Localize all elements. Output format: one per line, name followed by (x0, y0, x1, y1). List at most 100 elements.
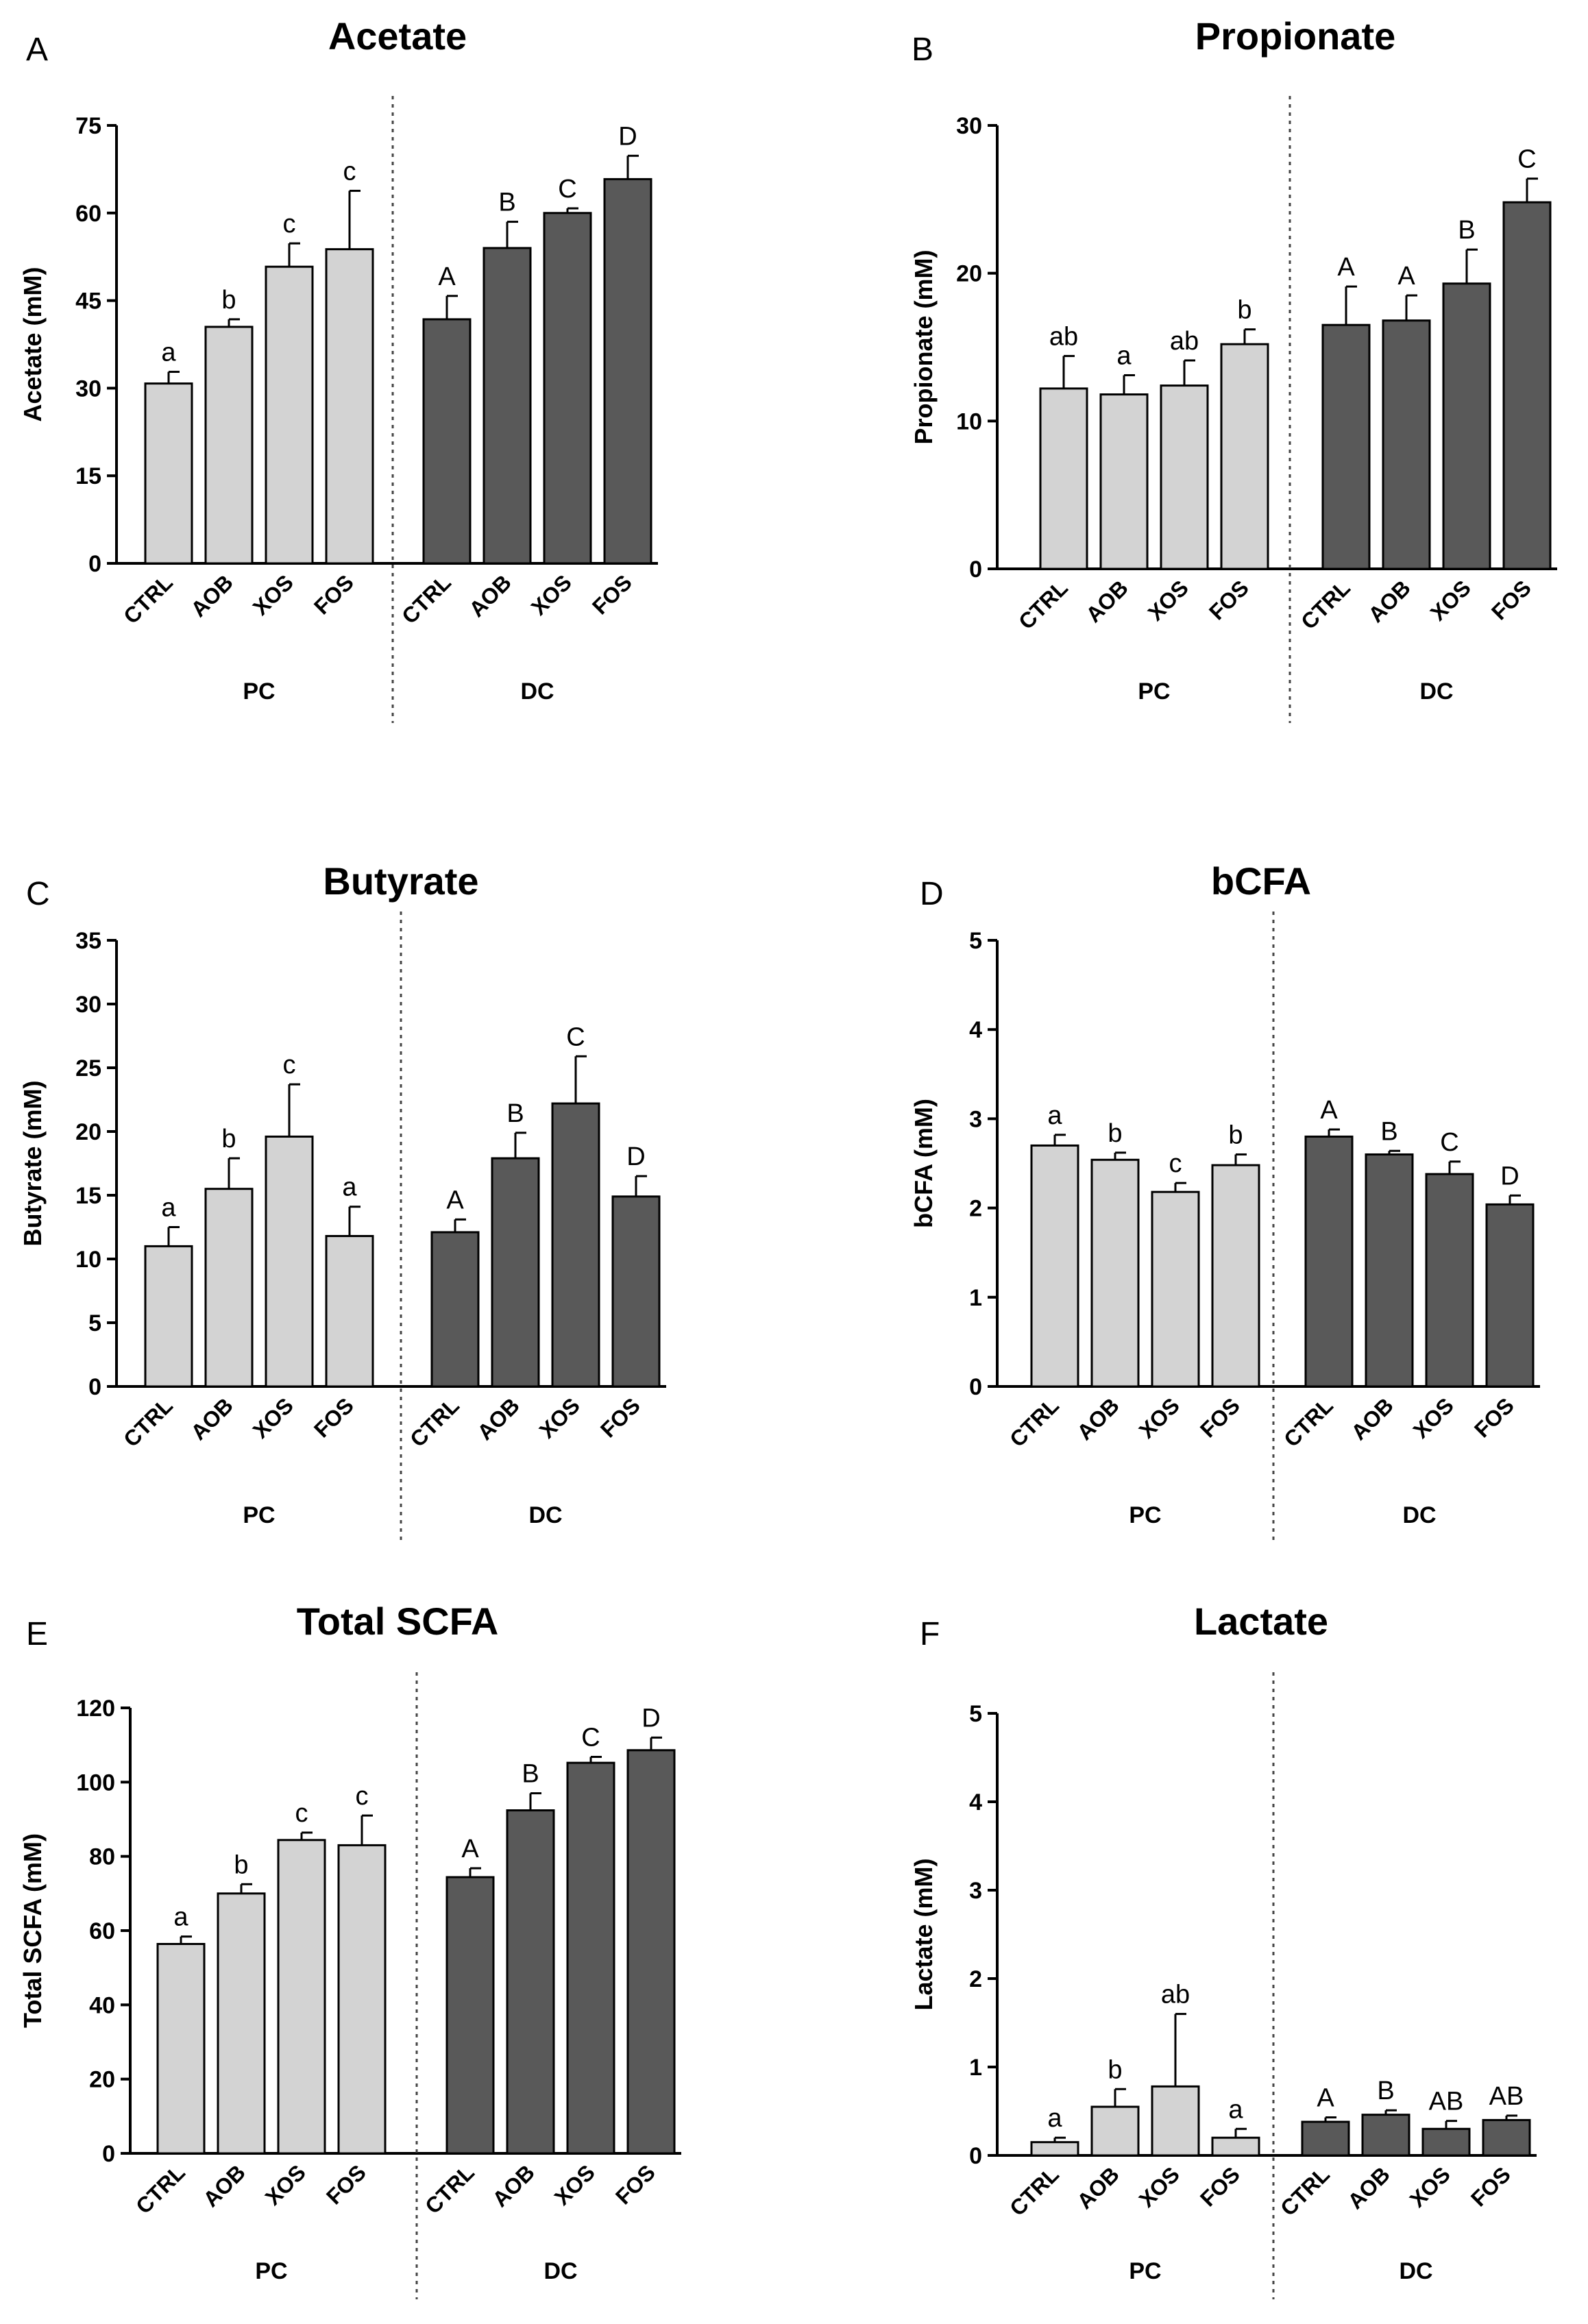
x-tick-label: CTRL (1296, 575, 1355, 634)
x-tick-label: FOS (1195, 1393, 1245, 1442)
significance-letter: a (342, 1173, 357, 1202)
significance-letter: B (506, 1099, 524, 1128)
bar-pc-xos (277, 1839, 326, 2155)
bar-dc-ctrl (422, 318, 472, 565)
bar-dc-aob (1361, 2114, 1410, 2157)
bar-pc-aob (1090, 1158, 1140, 1388)
y-tick-label: 80 (89, 1844, 115, 1870)
y-tick-label: 5 (969, 928, 982, 954)
bar-dc-xos (1442, 282, 1491, 570)
significance-letter: ab (1049, 322, 1078, 351)
bar-dc-fos (1485, 1203, 1535, 1388)
x-tick-label: XOS (1405, 2162, 1455, 2212)
group-label: PC (1138, 678, 1170, 705)
x-tick-label: XOS (1408, 1393, 1458, 1443)
significance-letter: D (618, 122, 637, 151)
y-axis-label: Butyrate (mM) (19, 1080, 47, 1246)
significance-letter: a (173, 1903, 188, 1932)
y-tick-label: 4 (969, 1789, 982, 1815)
significance-letter: b (1108, 2055, 1122, 2084)
x-tick-label: FOS (1466, 2162, 1515, 2211)
x-tick-label: XOS (260, 2160, 310, 2210)
bar-dc-fos (1502, 201, 1552, 570)
x-tick-label: AOB (1081, 575, 1133, 627)
panel-letter: E (26, 1616, 48, 1652)
x-tick-label: FOS (309, 1393, 358, 1442)
bar-pc-ctrl (1030, 2141, 1079, 2157)
bar-dc-aob (506, 1809, 555, 2155)
y-tick-label: 3 (969, 1106, 982, 1132)
bar-pc-aob (204, 1188, 254, 1388)
bar-dc-fos (603, 178, 652, 565)
y-tick-label: 75 (75, 113, 101, 139)
x-tick-label: FOS (596, 1393, 645, 1442)
x-tick-label: CTRL (397, 570, 456, 628)
significance-letter: c (283, 210, 296, 238)
x-tick-label: AOB (487, 2160, 539, 2212)
y-tick-label: 20 (75, 1119, 101, 1145)
y-tick-label: 0 (88, 551, 101, 577)
group-label: DC (520, 678, 554, 705)
x-tick-label: CTRL (405, 1393, 464, 1452)
significance-letter: B (1458, 216, 1475, 245)
y-tick-label: 10 (75, 1247, 101, 1273)
group-label: DC (528, 1502, 562, 1528)
x-tick-label: AOB (1072, 2162, 1124, 2214)
x-tick-label: CTRL (119, 1393, 178, 1452)
significance-letter: B (1380, 1117, 1397, 1146)
y-tick-label: 30 (75, 376, 101, 402)
x-tick-label: CTRL (1014, 575, 1073, 634)
bar-pc-fos (1211, 2136, 1260, 2157)
x-tick-label: CTRL (131, 2160, 190, 2218)
significance-letter: c (1169, 1149, 1182, 1178)
x-tick-label: AOB (1072, 1393, 1124, 1445)
bar-dc-ctrl (445, 1876, 495, 2155)
bar-dc-fos (1482, 2118, 1531, 2157)
bar-pc-xos (1160, 384, 1209, 570)
significance-letter: A (438, 262, 456, 291)
bar-pc-ctrl (1030, 1144, 1079, 1388)
significance-letter: D (626, 1142, 645, 1171)
panel-letter: F (920, 1616, 940, 1652)
x-tick-label: FOS (587, 570, 637, 619)
panel-e: E Total SCFA Total SCFA (mM) 0 20 40 60 80 100 12… (19, 1600, 681, 2299)
significance-letter: b (1237, 296, 1251, 325)
significance-letter: C (558, 175, 576, 204)
x-tick-label: FOS (1487, 575, 1536, 624)
x-tick-label: FOS (1469, 1393, 1519, 1442)
y-tick-label: 10 (956, 408, 982, 435)
panel-letter: C (26, 876, 50, 912)
bar-dc-ctrl (1301, 2120, 1350, 2157)
y-tick-label: 1 (969, 1285, 982, 1311)
x-tick-label: XOS (1426, 575, 1476, 625)
y-tick-label: 15 (75, 463, 101, 489)
y-axis-label: Lactate (mM) (909, 1858, 938, 2010)
bar-pc-aob (1099, 393, 1149, 570)
x-tick-label: CTRL (420, 2160, 479, 2218)
group-label: DC (1402, 1502, 1436, 1528)
x-tick-label: XOS (526, 570, 576, 620)
bar-dc-ctrl (1304, 1135, 1354, 1388)
bar-pc-ctrl (144, 382, 193, 565)
group-label: DC (1399, 2258, 1432, 2284)
y-tick-label: 0 (969, 1374, 982, 1400)
significance-letter: b (1108, 1119, 1122, 1148)
y-tick-label: 40 (89, 1992, 115, 2018)
x-tick-label: FOS (321, 2160, 371, 2209)
x-tick-label: AOB (186, 1393, 238, 1445)
bar-pc-fos (337, 1844, 387, 2155)
significance-letter: a (161, 1194, 176, 1223)
x-tick-label: AOB (464, 570, 516, 622)
bar-pc-aob (1090, 2105, 1140, 2157)
y-tick-label: 0 (969, 556, 982, 583)
bar-pc-xos (265, 1135, 314, 1388)
x-tick-label: FOS (1204, 575, 1254, 624)
group-label: DC (1419, 678, 1453, 705)
x-tick-label: XOS (1134, 2162, 1184, 2212)
significance-letter: B (1377, 2077, 1394, 2105)
x-tick-label: XOS (550, 2160, 600, 2210)
significance-letter: B (498, 188, 515, 217)
y-tick-label: 30 (956, 113, 982, 139)
significance-letter: C (581, 1724, 600, 1752)
